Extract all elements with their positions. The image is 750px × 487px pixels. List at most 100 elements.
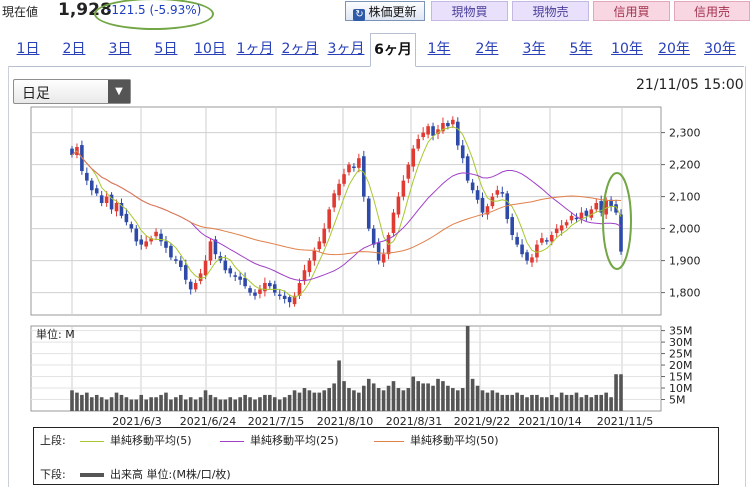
tab-13[interactable]: 5年	[569, 41, 593, 57]
volume-bar	[451, 388, 455, 411]
candle-body	[139, 239, 144, 245]
candle-body	[589, 209, 594, 218]
tab-3[interactable]: 3日	[108, 41, 132, 57]
refresh-icon: ↻	[353, 9, 366, 21]
volume-bar	[406, 388, 411, 411]
volume-bar	[327, 388, 331, 411]
volume-bar	[139, 394, 144, 411]
volume-bar	[411, 376, 416, 411]
volume-bar	[619, 374, 623, 411]
candle-body	[104, 196, 109, 203]
volume-tick-label: 15M	[669, 371, 693, 384]
candle-body	[347, 164, 351, 173]
price-tick-label: 2,100	[669, 191, 701, 204]
volume-bar	[243, 394, 247, 411]
legend-ma50: 単純移動平均(50)	[374, 432, 499, 448]
volume-bar	[431, 385, 435, 411]
volume-bar	[396, 388, 401, 411]
candle-body	[411, 148, 416, 167]
legend-ma50-label: 単純移動平均(50)	[410, 434, 499, 447]
tab-9[interactable]: 6ヶ月	[370, 33, 416, 67]
volume-bar	[99, 397, 104, 411]
volume-bar	[371, 383, 376, 411]
candle-body	[362, 156, 366, 197]
candle-body	[579, 212, 584, 219]
legend-upper-label: 上段:	[40, 434, 66, 447]
period-select[interactable]: 日足 ▼	[13, 79, 131, 104]
candle-body	[619, 214, 623, 252]
candle-body	[381, 254, 386, 263]
tab-6[interactable]: 1ヶ月	[236, 41, 274, 57]
volume-bar	[376, 388, 381, 411]
tab-14[interactable]: 10年	[611, 41, 643, 57]
volume-bar	[144, 399, 148, 411]
candle-body	[307, 260, 312, 273]
candle-body	[357, 158, 361, 168]
volume-bar	[75, 392, 79, 411]
candle-body	[159, 233, 163, 242]
candle-body	[470, 182, 475, 191]
volume-bar	[85, 392, 89, 411]
candle-body	[228, 268, 233, 274]
buy-cash-button[interactable]: 現物買	[431, 1, 508, 21]
volume-bar	[228, 397, 233, 411]
volume-bar	[332, 383, 336, 411]
volume-bar	[109, 397, 114, 411]
price-tick-label: 1,900	[669, 255, 701, 268]
volume-bar	[203, 390, 208, 411]
volume-bar	[263, 394, 267, 411]
tab-4[interactable]: 5日	[154, 41, 178, 57]
tab-15[interactable]: 20年	[658, 41, 690, 57]
tab-10[interactable]: 1年	[427, 41, 451, 57]
legend-volume: 出来高 単位:(M株/口/枚)	[80, 466, 231, 482]
volume-bar	[253, 399, 257, 411]
refresh-price-button[interactable]: ↻ 株価更新	[345, 1, 425, 21]
volume-bar	[213, 397, 218, 411]
tab-5[interactable]: 10日	[194, 41, 226, 57]
volume-bar	[248, 397, 252, 411]
candle-body	[292, 295, 297, 305]
ma25-swatch	[220, 440, 244, 442]
candle-body	[223, 260, 228, 271]
tab-16[interactable]: 30年	[704, 41, 736, 57]
candle-body	[144, 241, 148, 247]
volume-bar	[302, 388, 307, 411]
legend-volume-label: 出来高 単位:(M株/口/枚)	[110, 468, 231, 481]
volume-bar	[500, 394, 505, 411]
volume-bar	[159, 394, 163, 411]
sell-cash-button[interactable]: 現物売	[512, 1, 589, 21]
volume-unit-label: 単位: M	[36, 327, 75, 341]
candle-body	[559, 225, 564, 231]
candle-body	[441, 123, 445, 132]
volume-bar	[188, 397, 193, 411]
candle-body	[263, 283, 267, 292]
volume-bar	[119, 394, 124, 411]
tab-1[interactable]: 1日	[16, 41, 40, 57]
legend-ma5: 単純移動平均(5)	[80, 432, 192, 448]
candle-body	[421, 132, 425, 138]
tab-12[interactable]: 3年	[522, 41, 546, 57]
candle-body	[179, 260, 183, 267]
candle-body	[396, 196, 401, 215]
volume-tick-label: 5M	[669, 394, 686, 407]
candle-body	[446, 123, 450, 127]
tab-8[interactable]: 3ヶ月	[327, 41, 365, 57]
candle-body	[277, 294, 282, 297]
tab-7[interactable]: 2ヶ月	[281, 41, 319, 57]
candle-body	[89, 180, 94, 191]
candle-body	[253, 292, 257, 296]
candle-body	[342, 174, 346, 184]
candle-body	[569, 215, 574, 221]
candle-body	[451, 119, 455, 125]
tab-11[interactable]: 2年	[475, 41, 499, 57]
buy-credit-button[interactable]: 信用買	[593, 1, 670, 21]
ma5-line	[71, 126, 622, 298]
tab-2[interactable]: 2日	[62, 41, 86, 57]
volume-bar	[357, 392, 361, 411]
volume-bar	[70, 390, 74, 411]
volume-bar	[510, 394, 514, 411]
chevron-down-icon: ▼	[108, 80, 130, 103]
volume-bar	[129, 399, 134, 411]
volume-tick-label: 20M	[669, 359, 693, 372]
volume-bar	[386, 385, 391, 411]
